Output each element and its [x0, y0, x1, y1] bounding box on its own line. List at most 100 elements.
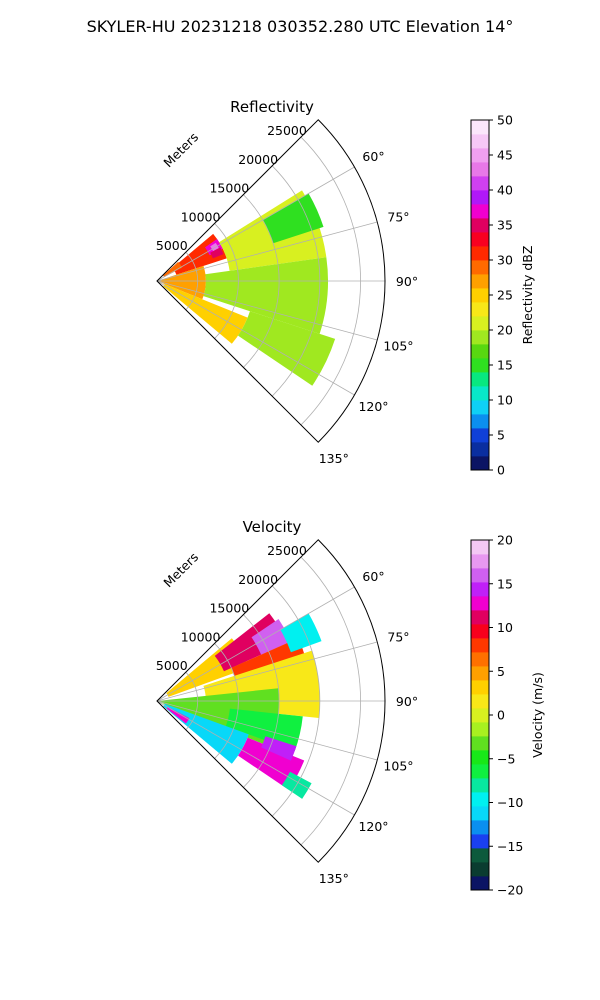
reflectivity-colorbar-swatch	[471, 134, 489, 149]
velocity-colorbar-swatch	[471, 722, 489, 737]
reflectivity-colorbar-tick-label: 30	[497, 253, 513, 268]
reflectivity-colorbar-swatch	[471, 232, 489, 247]
reflectivity-colorbar-tick-label: 10	[497, 393, 513, 408]
velocity-colorbar-swatch	[471, 624, 489, 639]
velocity-colorbar-swatch	[471, 540, 489, 555]
velocity-colorbar-tick-label: 0	[497, 708, 505, 723]
velocity-colorbar: −20 −15 −10 −5 0 5 10 15 20	[470, 533, 523, 898]
reflectivity-colorbar-swatch	[471, 372, 489, 387]
reflectivity-data-layer	[157, 190, 336, 386]
reflectivity-grid-spoke-4	[156, 280, 355, 396]
reflectivity-colorbar-swatch	[471, 288, 489, 303]
reflectivity-echo-region-4	[163, 261, 183, 278]
reflectivity-colorbar-tick-label: 40	[497, 183, 513, 198]
velocity-colorbar-swatch	[471, 764, 489, 779]
velocity-colorbar-swatch	[471, 554, 489, 569]
velocity-colorbar-tick-label: 5	[497, 664, 505, 679]
reflectivity-colorbar-swatch	[471, 218, 489, 233]
velocity-colorbar-swatch	[471, 750, 489, 765]
reflectivity-colorbar-tick-label: 50	[497, 113, 513, 128]
reflectivity-colorbar-swatch	[471, 456, 489, 471]
velocity-colorbar-swatch	[471, 582, 489, 597]
velocity-colorbar-swatch	[471, 848, 489, 863]
reflectivity-radial-tick-label: 5000	[156, 238, 188, 253]
velocity-colorbar-swatch	[471, 610, 489, 625]
reflectivity-azimuth-tick-label: 75°	[387, 209, 409, 224]
reflectivity-colorbar-tick-label: 15	[497, 358, 513, 373]
reflectivity-colorbar-tick-label: 45	[497, 148, 513, 163]
velocity-colorbar-swatch	[471, 652, 489, 667]
reflectivity-colorbar-swatch	[471, 316, 489, 331]
reflectivity-colorbar-swatch	[471, 190, 489, 205]
reflectivity-echo-region-10	[262, 193, 324, 244]
reflectivity-echo-region-3	[210, 247, 224, 259]
velocity-colorbar-tick-label: 10	[497, 620, 513, 635]
velocity-colorbar-swatch	[471, 862, 489, 877]
velocity-radial-tick-label: 5000	[156, 658, 188, 673]
reflectivity-colorbar-swatch	[471, 428, 489, 443]
velocity-azimuth-tick-label: 60°	[362, 569, 384, 584]
velocity-radial-tick-label: 20000	[238, 572, 278, 587]
velocity-colorbar-tick-label: −20	[497, 883, 523, 898]
reflectivity-title: Reflectivity	[230, 98, 314, 116]
reflectivity-colorbar-swatch	[471, 176, 489, 191]
velocity-radial-tick-label: 15000	[209, 601, 249, 616]
velocity-title: Velocity	[243, 518, 302, 536]
reflectivity-azimuth-tick-label: 60°	[362, 149, 384, 164]
reflectivity-echo-region-9	[238, 311, 336, 386]
velocity-colorbar-tick-label: −5	[497, 751, 515, 766]
velocity-radial-axis-label: Meters	[160, 549, 201, 590]
velocity-colorbar-swatch	[471, 708, 489, 723]
velocity-azimuth-tick-label: 105°	[383, 759, 413, 774]
reflectivity-ticks: 60° 75° 90° 105° 120° 135° 5000 10000 15000 20000…	[156, 123, 418, 466]
reflectivity-colorbar-swatch	[471, 120, 489, 135]
reflectivity-colorbar-swatch	[471, 344, 489, 359]
reflectivity-radial-tick-label: 15000	[209, 181, 249, 196]
reflectivity-colorbar-swatch	[471, 330, 489, 345]
reflectivity-echo-region-6	[163, 284, 248, 344]
velocity-grid	[156, 556, 385, 863]
velocity-colorbar-swatch	[471, 638, 489, 653]
reflectivity-sector-frame	[156, 119, 386, 443]
velocity-azimuth-tick-label: 120°	[358, 819, 388, 834]
reflectivity-colorbar-tick-label: 25	[497, 288, 513, 303]
reflectivity-colorbar-swatch	[471, 302, 489, 317]
velocity-colorbar-swatch	[471, 834, 489, 849]
reflectivity-colorbar-tick-label: 35	[497, 218, 513, 233]
velocity-colorbar-swatch	[471, 568, 489, 583]
reflectivity-colorbar-tick-label: 5	[497, 428, 505, 443]
velocity-sector-frame	[156, 539, 386, 863]
velocity-echo-region-4	[280, 613, 322, 653]
reflectivity-grid-spoke-0	[156, 166, 355, 282]
reflectivity-azimuth-tick-label: 120°	[358, 399, 388, 414]
reflectivity-colorbar-swatch	[471, 246, 489, 261]
reflectivity-colorbar-swatch	[471, 260, 489, 275]
reflectivity-echo-region-8	[203, 257, 328, 334]
velocity-grid-spoke-3	[156, 700, 378, 761]
velocity-grid-spoke-1	[156, 641, 378, 702]
velocity-echo-region-11	[261, 736, 297, 761]
reflectivity-radial-tick-label: 20000	[238, 152, 278, 167]
reflectivity-colorbar-swatch	[471, 400, 489, 415]
velocity-colorbar-swatch	[471, 792, 489, 807]
reflectivity-grid-spoke-3	[156, 280, 378, 341]
reflectivity-colorbar-swatch	[471, 358, 489, 373]
velocity-azimuth-tick-label: 135°	[319, 871, 349, 886]
reflectivity-colorbar-swatch	[471, 414, 489, 429]
reflectivity-colorbar-swatch	[471, 274, 489, 289]
reflectivity-colorbar-swatch	[471, 442, 489, 457]
velocity-colorbar-swatch	[471, 806, 489, 821]
velocity-colorbar-label: Velocity (m/s)	[530, 672, 545, 758]
velocity-colorbar-swatch	[471, 694, 489, 709]
velocity-colorbar-swatch	[471, 666, 489, 681]
velocity-colorbar-swatch	[471, 778, 489, 793]
reflectivity-colorbar: 0 5 10 15 20 25 30 35 40 45 50	[470, 113, 513, 478]
reflectivity-colorbar-swatch	[471, 204, 489, 219]
reflectivity-panel: Reflectivity 60° 75° 90° 105° 120° 135° 5000 10…	[156, 98, 535, 478]
velocity-colorbar-swatch	[471, 680, 489, 695]
figure-title: SKYLER-HU 20231218 030352.280 UTC Elevat…	[87, 17, 514, 36]
velocity-radial-tick-label: 10000	[181, 629, 221, 644]
velocity-grid-spoke-0	[156, 586, 355, 702]
velocity-colorbar-tick-label: −10	[497, 795, 523, 810]
